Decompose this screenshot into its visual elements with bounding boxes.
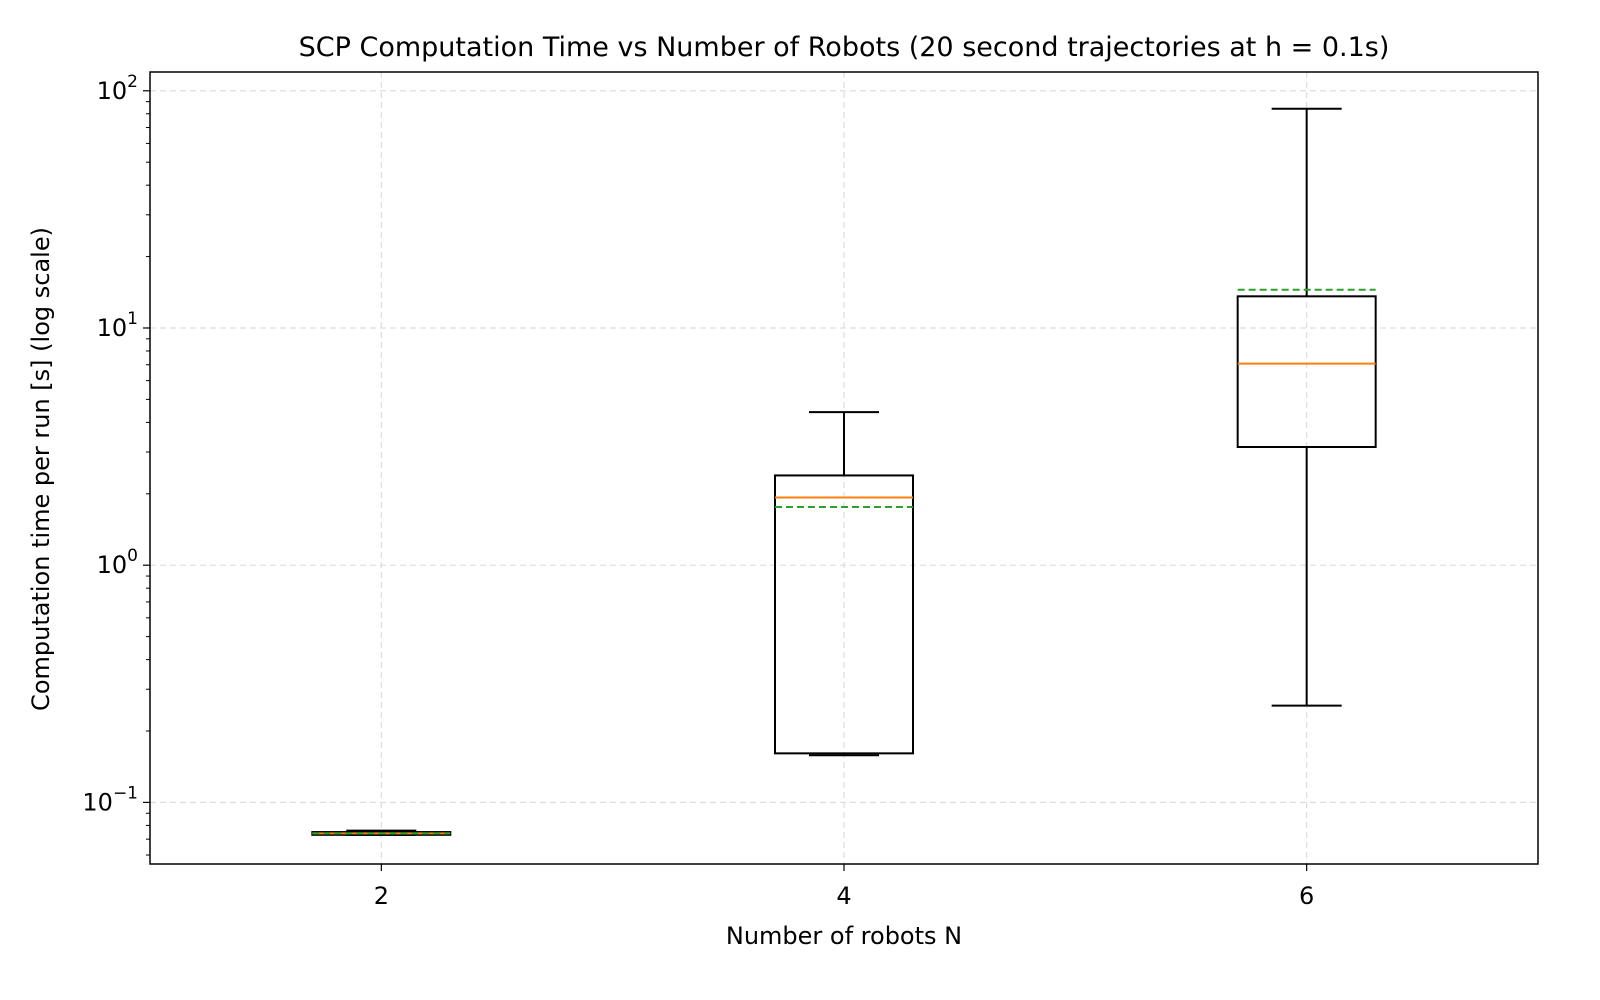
- y-tick-label: 100: [97, 546, 138, 579]
- x-tick-label: 6: [1299, 882, 1314, 910]
- iqr-box: [1236, 295, 1377, 448]
- axes: 2 4 6 10−1 100 101 102: [82, 72, 1314, 910]
- y-tick-label: 102: [97, 72, 138, 105]
- y-tick-label: 10−1: [82, 783, 138, 816]
- x-axis-label: Number of robots N: [726, 922, 962, 950]
- box-series: [311, 107, 1377, 836]
- y-axis-label: Computation time per run [s] (log scale): [27, 227, 55, 711]
- y-tick-label: 101: [97, 309, 138, 342]
- x-tick-label: 2: [374, 882, 389, 910]
- chart-title: SCP Computation Time vs Number of Robots…: [299, 32, 1390, 63]
- iqr-box: [774, 474, 914, 755]
- x-tick-label: 4: [836, 882, 851, 910]
